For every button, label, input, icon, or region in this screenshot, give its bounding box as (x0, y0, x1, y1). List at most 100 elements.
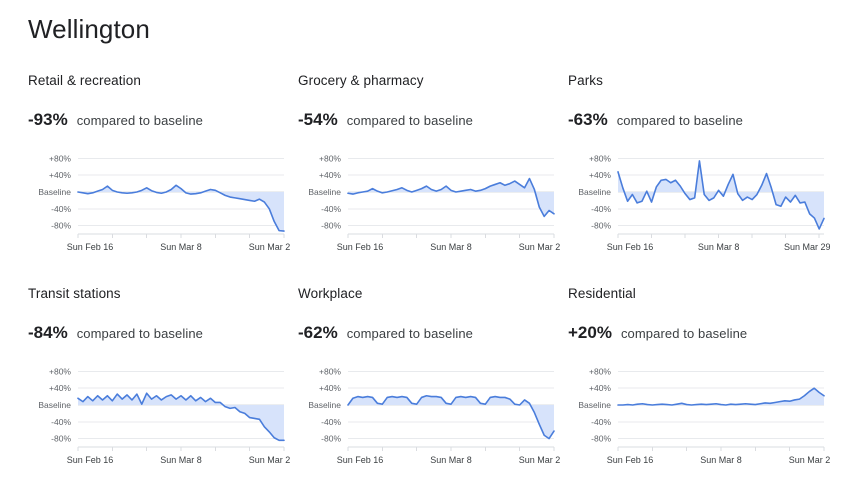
series-line (347, 394, 555, 440)
x-axis-tick-label: Sun Feb 16 (337, 242, 384, 252)
y-axis-tick-label: +40% (319, 383, 341, 393)
mobility-chart: +80% +40% Baseline -40% -80% Sun Feb 16 Sun Ma… (578, 366, 830, 465)
y-axis-tick-label: +80% (589, 366, 611, 376)
y-axis-tick-label: +80% (319, 366, 341, 376)
metric-caption: compared to baseline (76, 113, 203, 128)
metric-caption: compared to baseline (346, 326, 473, 341)
chart-container: +80% +40% Baseline -40% -80% Sun Feb 16 Sun Ma… (568, 142, 830, 254)
metric-title: Workplace (298, 286, 363, 301)
metric-panel: Parks -63% compared to baseline +80% +40% Bas… (568, 72, 836, 285)
x-axis-tick-label: Sun Mar 29 (249, 242, 290, 252)
series-area-fill (618, 388, 824, 405)
y-axis-tick-label: -80% (321, 221, 341, 231)
y-axis-tick-label: +80% (49, 366, 71, 376)
series-line (617, 387, 825, 406)
y-axis-tick-label: Baseline (578, 400, 611, 410)
y-axis-tick-label: -80% (591, 434, 611, 444)
mobility-chart: +80% +40% Baseline -40% -80% Sun Feb 16 Sun Ma… (308, 153, 560, 252)
y-axis-tick-label: Baseline (308, 400, 341, 410)
y-axis-tick-label: Baseline (578, 187, 611, 197)
chart-container: +80% +40% Baseline -40% -80% Sun Feb 16 Sun Ma… (298, 142, 560, 254)
y-axis-tick-label: -80% (51, 221, 71, 231)
x-axis-tick-label: Sun Mar 29 (789, 455, 830, 465)
y-axis-tick-label: +40% (589, 383, 611, 393)
chart-container: +80% +40% Baseline -40% -80% Sun Feb 16 Sun Ma… (298, 355, 560, 467)
metric-value: -84% (28, 323, 68, 342)
series-line (617, 160, 825, 230)
series-line (77, 184, 285, 232)
metric-panel: Retail & recreation -93% compared to basel… (28, 72, 296, 285)
x-axis-tick-label: Sun Mar 8 (430, 455, 472, 465)
series-area-fill (618, 160, 824, 229)
metric-panel: Residential +20% compared to baseline +80% +… (568, 285, 836, 498)
metric-title: Grocery & pharmacy (298, 73, 424, 88)
page-title: Wellington (28, 14, 150, 44)
mobility-chart: +80% +40% Baseline -40% -80% Sun Feb 16 Sun Ma… (38, 366, 290, 465)
chart-container: +80% +40% Baseline -40% -80% Sun Feb 16 Sun Ma… (568, 355, 830, 467)
metric-change-row: -62% compared to baseline (298, 323, 566, 343)
y-axis-tick-label: +40% (49, 170, 71, 180)
y-axis-tick-label: -40% (51, 417, 71, 427)
metric-panel: Workplace -62% compared to baseline +80% +40… (298, 285, 566, 498)
mobility-chart: +80% +40% Baseline -40% -80% Sun Feb 16 Sun Ma… (308, 366, 560, 465)
metric-value: +20% (568, 323, 612, 342)
metric-panel: Transit stations -84% compared to baseline… (28, 285, 296, 498)
metric-title: Residential (568, 286, 636, 301)
series-area-fill (348, 178, 554, 217)
y-axis-tick-label: +80% (319, 153, 341, 163)
x-axis-tick-label: Sun Feb 16 (67, 455, 114, 465)
series-line (347, 177, 555, 218)
metric-title: Transit stations (28, 286, 121, 301)
y-axis-tick-label: -40% (51, 204, 71, 214)
chart-grid: Retail & recreation -93% compared to basel… (0, 72, 850, 498)
y-axis-tick-label: +40% (319, 170, 341, 180)
metric-change-row: -54% compared to baseline (298, 110, 566, 130)
metric-change-row: -93% compared to baseline (28, 110, 296, 130)
y-axis-tick-label: Baseline (38, 187, 71, 197)
x-axis-tick-label: Sun Feb 16 (337, 455, 384, 465)
y-axis-tick-label: Baseline (38, 400, 71, 410)
mobility-chart: +80% +40% Baseline -40% -80% Sun Feb 16 Sun Ma… (578, 153, 830, 252)
y-axis-tick-label: -40% (591, 417, 611, 427)
mobility-chart: +80% +40% Baseline -40% -80% Sun Feb 16 Sun Ma… (38, 153, 290, 252)
x-axis-tick-label: Sun Mar 29 (249, 455, 290, 465)
metric-value: -93% (28, 110, 68, 129)
x-axis-tick-label: Sun Mar 8 (160, 242, 202, 252)
y-axis-tick-label: +80% (49, 153, 71, 163)
metric-change-row: -63% compared to baseline (568, 110, 836, 130)
x-axis-tick-label: Sun Mar 8 (430, 242, 472, 252)
y-axis-tick-label: -40% (321, 417, 341, 427)
metric-value: -63% (568, 110, 608, 129)
y-axis-tick-label: -80% (321, 434, 341, 444)
metric-title: Retail & recreation (28, 73, 141, 88)
y-axis-tick-label: -40% (591, 204, 611, 214)
y-axis-tick-label: -80% (51, 434, 71, 444)
metric-caption: compared to baseline (620, 326, 748, 341)
metric-change-row: +20% compared to baseline (568, 323, 836, 343)
y-axis-tick-label: +80% (589, 153, 611, 163)
metric-caption: compared to baseline (616, 113, 743, 128)
x-axis-tick-label: Sun Mar 8 (160, 455, 202, 465)
x-axis-tick-label: Sun Feb 16 (67, 242, 114, 252)
x-axis-tick-label: Sun Mar 29 (519, 242, 560, 252)
y-axis-tick-label: +40% (49, 383, 71, 393)
y-axis-tick-label: +40% (589, 170, 611, 180)
metric-caption: compared to baseline (76, 326, 203, 341)
series-area-fill (78, 393, 284, 441)
chart-container: +80% +40% Baseline -40% -80% Sun Feb 16 Sun Ma… (28, 355, 290, 467)
x-axis-tick-label: Sun Mar 8 (700, 455, 742, 465)
x-axis-tick-label: Sun Feb 16 (607, 455, 654, 465)
x-axis-tick-label: Sun Feb 16 (607, 242, 654, 252)
metric-caption: compared to baseline (346, 113, 473, 128)
metric-value: -62% (298, 323, 338, 342)
y-axis-tick-label: -80% (591, 221, 611, 231)
metric-title: Parks (568, 73, 604, 88)
metric-value: -54% (298, 110, 338, 129)
series-line (77, 392, 285, 442)
x-axis-tick-label: Sun Mar 8 (698, 242, 740, 252)
y-axis-tick-label: -40% (321, 204, 341, 214)
metric-change-row: -84% compared to baseline (28, 323, 296, 343)
y-axis-tick-label: Baseline (308, 187, 341, 197)
x-axis-tick-label: Sun Mar 29 (519, 455, 560, 465)
